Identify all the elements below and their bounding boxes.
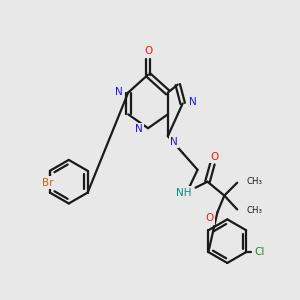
Text: Br: Br	[42, 178, 54, 188]
Text: Cl: Cl	[255, 247, 265, 257]
Text: N: N	[170, 137, 178, 147]
Text: O: O	[144, 46, 152, 56]
Text: N: N	[116, 86, 123, 97]
Text: O: O	[205, 213, 214, 224]
Text: CH₃: CH₃	[246, 206, 262, 215]
Text: O: O	[210, 152, 218, 162]
Text: CH₃: CH₃	[246, 177, 262, 186]
Text: N: N	[189, 98, 196, 107]
Text: N: N	[135, 124, 143, 134]
Text: NH: NH	[176, 188, 191, 198]
